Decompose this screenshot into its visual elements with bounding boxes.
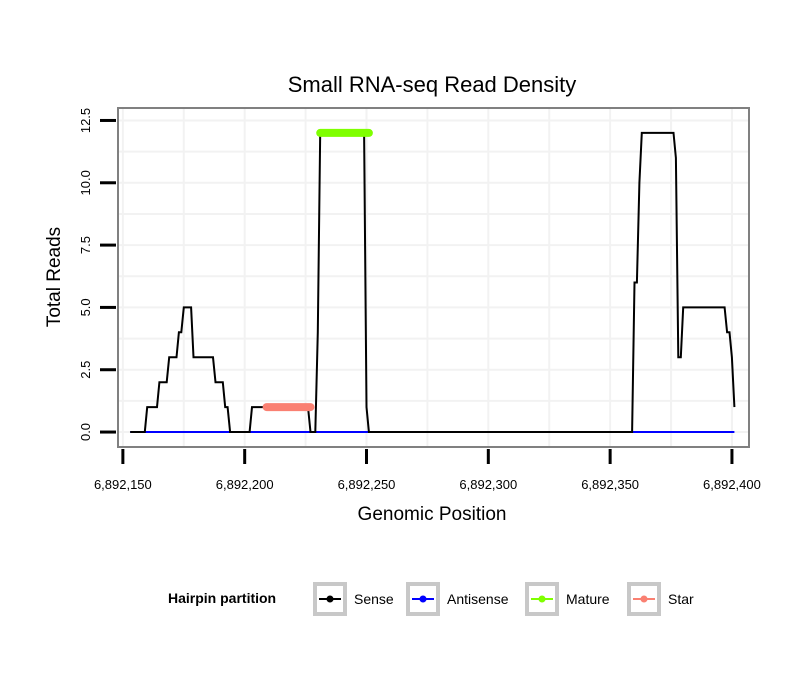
- x-axis-label: Genomic Position: [358, 504, 507, 525]
- y-tick-label: 0.0: [78, 423, 93, 441]
- y-tick-label: 5.0: [78, 298, 93, 316]
- legend-label-antisense: Antisense: [447, 591, 509, 607]
- x-tick-label: 6,892,200: [216, 477, 274, 492]
- y-tick-label: 7.5: [78, 236, 93, 254]
- y-tick-label: 10.0: [78, 170, 93, 195]
- series-sense-line: [130, 131, 736, 433]
- legend-label-mature: Mature: [566, 591, 610, 607]
- x-tick-label: 6,892,250: [338, 477, 396, 492]
- legend-label-sense: Sense: [354, 591, 394, 607]
- y-axis: 0.0 2.5 5.0 7.5 10.0 12.5: [78, 108, 116, 441]
- chart-title: Small RNA-seq Read Density: [288, 72, 577, 97]
- legend-key-point: [640, 595, 648, 603]
- x-tick-label: 6,892,350: [581, 477, 639, 492]
- x-tick-label: 6,892,400: [703, 477, 761, 492]
- y-tick-label: 12.5: [78, 108, 93, 133]
- legend: Hairpin partition Sense Antisense Mature St…: [168, 582, 694, 616]
- legend-key-point: [326, 595, 334, 603]
- x-axis: 6,892,150 6,892,200 6,892,250 6,892,300 6,89…: [94, 449, 761, 492]
- y-tick-label: 2.5: [78, 361, 93, 379]
- x-tick-label: 6,892,150: [94, 477, 152, 492]
- legend-key-point: [538, 595, 546, 603]
- legend-key-point: [419, 595, 427, 603]
- x-tick-label: 6,892,300: [459, 477, 517, 492]
- legend-label-star: Star: [668, 591, 694, 607]
- y-axis-label: Total Reads: [44, 227, 65, 327]
- panel-border: [117, 107, 750, 448]
- legend-title: Hairpin partition: [168, 590, 276, 606]
- series-layer: [130, 128, 736, 433]
- plot-panel: [117, 107, 750, 448]
